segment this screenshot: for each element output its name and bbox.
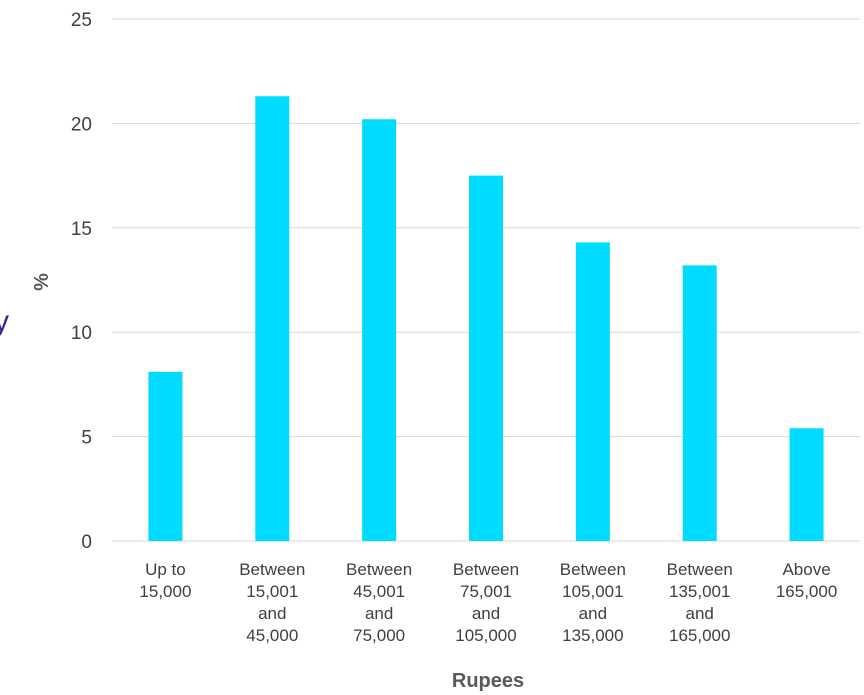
y-tick-label: 15 — [71, 219, 92, 240]
bar-4 — [469, 175, 503, 541]
x-axis-categories: Up to 15,000 Between 15,001 and 45,000 Between… — [139, 560, 837, 645]
x-category-label: Between 15,001 and 45,000 — [239, 560, 305, 645]
y-tick-label: 5 — [81, 428, 92, 449]
bar-5 — [575, 242, 610, 541]
x-axis-title: Rupees — [452, 670, 524, 692]
bar-3 — [362, 119, 397, 541]
bar-1 — [148, 371, 183, 541]
y-tick-label: 25 — [71, 10, 92, 31]
x-category-label: Between 135,001 and 165,000 — [667, 560, 733, 645]
y-axis-ticks: 0 5 10 15 20 25 — [71, 10, 92, 553]
y-tick-label: 20 — [71, 114, 92, 135]
bars — [148, 96, 824, 542]
x-category-label: Between 45,001 and 75,000 — [346, 560, 412, 645]
x-category-label: Up to 15,000 — [139, 560, 191, 601]
x-category-label: Above 165,000 — [776, 560, 837, 601]
y-axis-title: % — [31, 273, 53, 291]
cropped-text-fragment: y — [0, 305, 9, 338]
x-category-label: Between 75,001 and 105,000 — [453, 560, 519, 645]
bar-2 — [255, 96, 290, 542]
x-category-label: Between 105,001 and 135,000 — [560, 560, 626, 645]
bar-7 — [789, 428, 824, 541]
bar-6 — [682, 265, 717, 541]
y-tick-label: 0 — [81, 532, 92, 553]
y-tick-label: 10 — [71, 323, 92, 344]
